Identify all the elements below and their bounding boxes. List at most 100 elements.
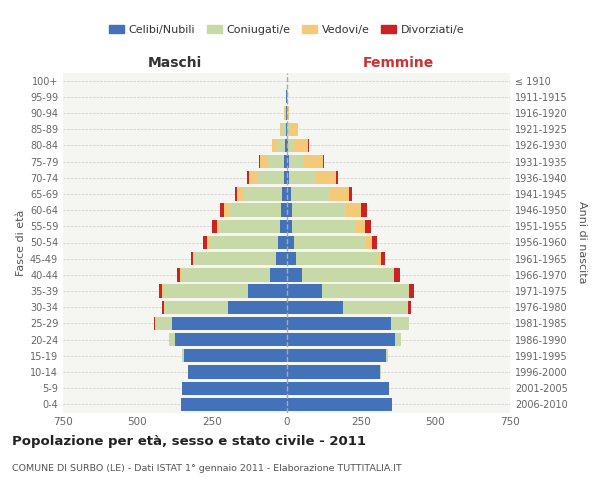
Bar xyxy=(296,252,378,266)
Bar xyxy=(259,155,260,168)
Bar xyxy=(323,155,324,168)
Bar xyxy=(281,204,287,217)
Bar xyxy=(176,268,180,281)
Bar xyxy=(270,268,287,281)
Bar xyxy=(224,204,229,217)
Bar xyxy=(277,138,286,152)
Bar xyxy=(286,138,287,152)
Bar xyxy=(217,220,220,233)
Bar xyxy=(395,333,401,346)
Bar xyxy=(280,220,287,233)
Bar xyxy=(247,171,249,184)
Bar xyxy=(175,333,287,346)
Bar xyxy=(304,155,323,168)
Bar xyxy=(289,171,315,184)
Bar xyxy=(386,349,388,362)
Bar xyxy=(158,284,162,298)
Bar xyxy=(366,236,372,249)
Bar xyxy=(154,317,155,330)
Bar xyxy=(164,300,229,314)
Bar xyxy=(287,155,289,168)
Bar xyxy=(220,220,280,233)
Bar xyxy=(287,366,380,378)
Bar xyxy=(287,122,290,136)
Bar xyxy=(287,349,386,362)
Bar xyxy=(172,317,287,330)
Bar xyxy=(285,106,286,120)
Bar xyxy=(209,236,278,249)
Bar xyxy=(212,220,217,233)
Bar xyxy=(394,268,400,281)
Bar xyxy=(361,204,367,217)
Bar xyxy=(194,252,276,266)
Bar xyxy=(288,106,289,120)
Bar xyxy=(207,236,209,249)
Bar xyxy=(284,155,287,168)
Bar xyxy=(302,268,393,281)
Bar xyxy=(287,268,302,281)
Bar xyxy=(294,236,366,249)
Bar xyxy=(169,333,175,346)
Y-axis label: Fasce di età: Fasce di età xyxy=(16,210,26,276)
Legend: Celibi/Nubili, Coniugati/e, Vedovi/e, Divorziati/e: Celibi/Nubili, Coniugati/e, Vedovi/e, Di… xyxy=(104,20,469,39)
Bar xyxy=(260,155,267,168)
Bar xyxy=(244,188,282,200)
Bar xyxy=(287,236,294,249)
Bar xyxy=(287,284,322,298)
Bar xyxy=(289,155,304,168)
Bar xyxy=(355,220,365,233)
Bar xyxy=(393,268,394,281)
Bar xyxy=(293,138,308,152)
Bar xyxy=(372,236,377,249)
Bar xyxy=(287,106,288,120)
Text: Maschi: Maschi xyxy=(148,56,202,70)
Bar xyxy=(409,300,411,314)
Bar xyxy=(193,252,194,266)
Bar xyxy=(282,122,286,136)
Bar xyxy=(287,220,292,233)
Bar xyxy=(278,236,287,249)
Bar xyxy=(276,252,287,266)
Bar xyxy=(292,220,355,233)
Bar xyxy=(257,171,284,184)
Bar xyxy=(181,268,270,281)
Bar xyxy=(287,382,389,395)
Bar xyxy=(181,398,287,411)
Bar xyxy=(287,300,343,314)
Bar xyxy=(292,204,346,217)
Bar xyxy=(191,252,193,266)
Bar xyxy=(365,220,371,233)
Bar xyxy=(282,188,287,200)
Bar xyxy=(287,138,293,152)
Bar xyxy=(315,171,336,184)
Bar xyxy=(237,188,244,200)
Bar xyxy=(155,317,172,330)
Bar xyxy=(182,349,184,362)
Bar xyxy=(381,252,385,266)
Bar xyxy=(336,171,338,184)
Text: COMUNE DI SURBO (LE) - Dati ISTAT 1° gennaio 2011 - Elaborazione TUTTITALIA.IT: COMUNE DI SURBO (LE) - Dati ISTAT 1° gen… xyxy=(12,464,402,473)
Bar xyxy=(330,188,349,200)
Bar xyxy=(287,188,290,200)
Bar xyxy=(391,317,409,330)
Bar xyxy=(184,349,287,362)
Bar xyxy=(346,204,361,217)
Bar xyxy=(286,122,287,136)
Bar xyxy=(161,300,164,314)
Bar xyxy=(235,188,237,200)
Bar xyxy=(290,188,330,200)
Text: Popolazione per età, sesso e stato civile - 2011: Popolazione per età, sesso e stato civil… xyxy=(12,435,366,448)
Bar xyxy=(287,317,391,330)
Bar xyxy=(229,204,281,217)
Bar xyxy=(343,300,408,314)
Text: Femmine: Femmine xyxy=(362,56,434,70)
Bar xyxy=(203,236,207,249)
Bar xyxy=(249,171,257,184)
Bar xyxy=(284,171,287,184)
Bar xyxy=(267,155,284,168)
Bar xyxy=(322,284,409,298)
Bar xyxy=(272,138,277,152)
Bar xyxy=(287,398,392,411)
Bar xyxy=(163,284,248,298)
Bar xyxy=(220,204,224,217)
